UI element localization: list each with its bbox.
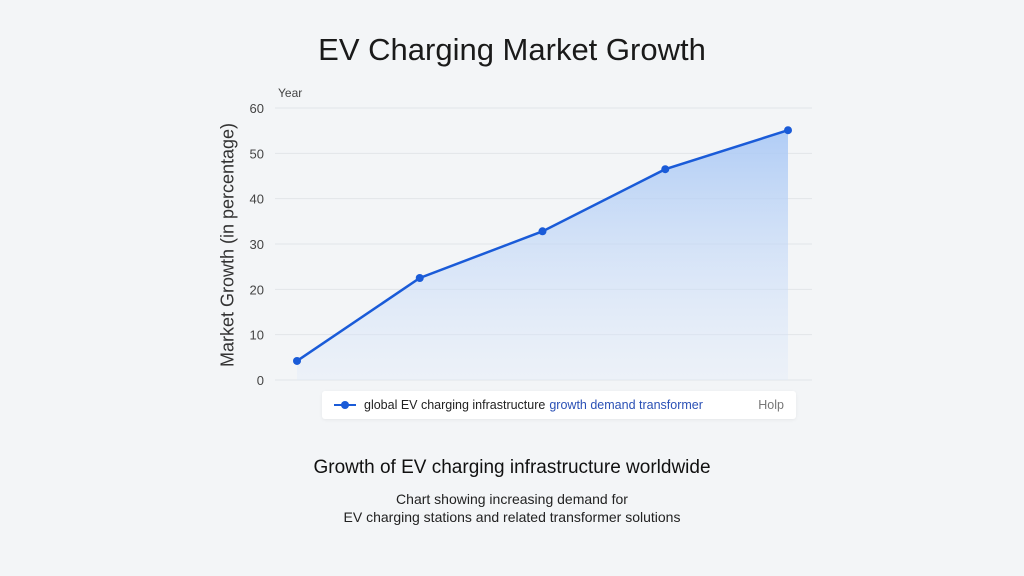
help-link[interactable]: Holp — [758, 398, 784, 412]
y-tick-label: 10 — [250, 328, 264, 343]
y-tick-label: 0 — [257, 373, 264, 388]
legend: global EV charging infrastructure growth… — [322, 391, 796, 419]
data-point — [538, 227, 547, 236]
legend-label: global EV charging infrastructure — [364, 398, 546, 412]
y-tick-label: 60 — [250, 101, 264, 116]
description-line-1: Chart showing increasing demand for — [396, 491, 628, 507]
data-point — [661, 165, 670, 174]
description-line-2: EV charging stations and related transfo… — [343, 509, 681, 525]
chart-description: Chart showing increasing demand for EV c… — [0, 490, 1024, 526]
series-area — [297, 130, 788, 380]
y-tick-label: 20 — [250, 282, 264, 297]
y-tick-label: 30 — [250, 237, 264, 252]
y-tick-label: 40 — [250, 192, 264, 207]
y-tick-label: 50 — [250, 146, 264, 161]
chart-title: EV Charging Market Growth — [318, 32, 706, 67]
x-axis-label: Year — [278, 86, 303, 100]
data-point — [293, 356, 301, 365]
legend-label-highlight: growth demand transformer — [549, 398, 703, 412]
legend-swatch — [334, 400, 356, 410]
data-point — [784, 126, 792, 135]
data-point — [415, 274, 424, 282]
chart-subtitle: Growth of EV charging infrastructure wor… — [313, 457, 711, 478]
